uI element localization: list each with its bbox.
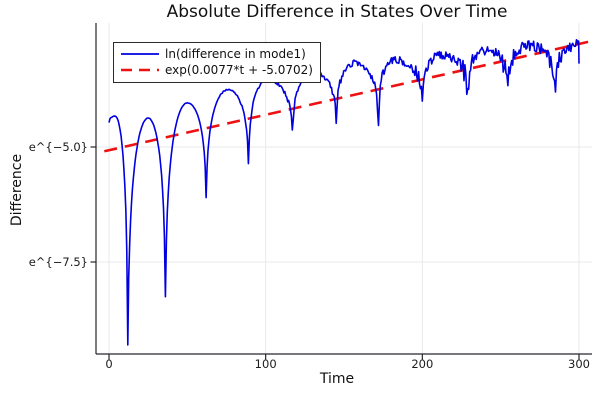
x-tick-label: 300 [568, 357, 590, 371]
y-axis-label: Difference [9, 153, 25, 227]
y-tick-label: e^{−5.0} [28, 140, 88, 154]
x-axis-label: Time [319, 371, 355, 387]
x-tick-label: 0 [105, 357, 113, 371]
legend-row-series2: exp(0.0077*t + -5.0702) [121, 62, 313, 78]
legend-row-series1: ln(difference in mode1) [121, 46, 313, 62]
x-tick-label: 100 [254, 357, 277, 371]
legend: ln(difference in mode1) exp(0.0077*t + -… [113, 42, 321, 83]
red-dashed-line-sample-icon [121, 68, 159, 72]
chart-title: Absolute Difference in States Over Time [166, 2, 508, 22]
legend-label-series1: ln(difference in mode1) [165, 47, 306, 61]
blue-solid-line-sample-icon [121, 53, 159, 55]
legend-label-series2: exp(0.0077*t + -5.0702) [165, 63, 313, 77]
x-tick-label: 200 [411, 357, 434, 371]
difference-line-series [108, 38, 580, 346]
y-tick-label: e^{−7.5} [28, 255, 88, 269]
